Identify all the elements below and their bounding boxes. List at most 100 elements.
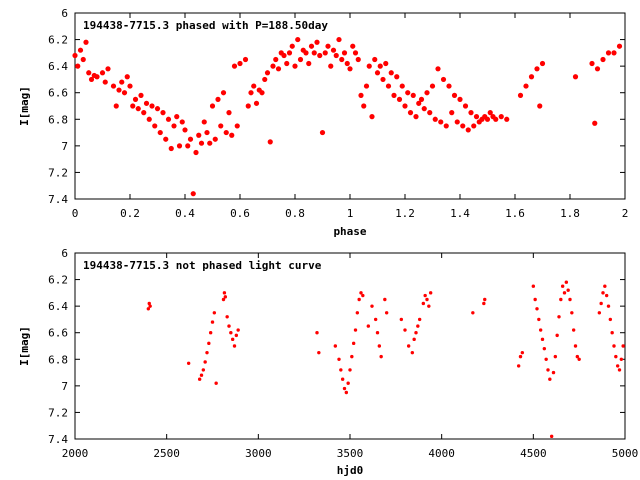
data-point-phased: [234, 123, 240, 129]
data-points-unphased: [146, 280, 625, 439]
data-point-phased: [374, 70, 381, 76]
data-point-unphased: [410, 350, 415, 355]
data-point-unphased: [553, 354, 558, 359]
data-point-phased: [209, 103, 216, 109]
x-tick-label-unphased: 4000: [428, 447, 455, 460]
data-point-unphased: [370, 304, 374, 308]
data-point-phased: [421, 106, 427, 112]
data-point-phased: [308, 43, 315, 49]
data-point-unphased: [317, 350, 321, 355]
x-tick-label-phased: 0.6: [230, 207, 250, 220]
data-point-phased: [223, 129, 229, 136]
data-point-unphased: [421, 301, 426, 306]
data-point-unphased: [379, 354, 383, 359]
data-point-phased: [273, 56, 279, 63]
data-point-phased: [207, 140, 213, 146]
data-point-phased: [99, 70, 106, 76]
data-point-unphased: [597, 311, 602, 315]
data-point-phased: [462, 103, 469, 109]
data-point-unphased: [346, 381, 350, 385]
data-point-unphased: [621, 344, 625, 348]
chart-panel-phased: 194438-7715.3 phased with P=188.50day ph…: [18, 7, 628, 238]
data-point-phased: [130, 103, 136, 109]
data-point-unphased: [340, 377, 345, 381]
data-point-unphased: [227, 324, 231, 328]
data-point-unphased: [223, 295, 228, 299]
data-point-phased: [451, 92, 458, 98]
data-point-phased: [594, 66, 601, 72]
data-point-phased: [424, 90, 430, 96]
data-point-phased: [204, 129, 210, 136]
data-point-unphased: [210, 320, 215, 324]
data-point-phased: [77, 47, 84, 53]
data-point-unphased: [339, 368, 343, 372]
data-point-phased: [218, 123, 224, 129]
x-tick-label-phased: 1.2: [395, 207, 415, 220]
data-point-phased: [185, 143, 191, 149]
data-point-phased: [405, 90, 411, 96]
data-point-phased: [190, 191, 196, 197]
data-point-unphased: [383, 297, 387, 302]
data-point-phased: [589, 60, 595, 67]
data-point-phased: [487, 110, 493, 116]
data-point-unphased: [577, 357, 581, 361]
x-tick-label-unphased: 3500: [337, 447, 364, 460]
data-point-unphased: [603, 284, 607, 288]
data-point-unphased: [186, 361, 191, 365]
data-point-phased: [611, 50, 617, 56]
data-point-phased: [237, 60, 243, 67]
data-point-phased: [289, 43, 295, 49]
data-point-unphased: [203, 360, 207, 364]
data-point-phased: [83, 39, 89, 45]
data-point-phased: [460, 123, 466, 129]
data-point-phased: [259, 90, 265, 96]
data-point-phased: [215, 96, 221, 102]
data-point-phased: [517, 92, 524, 98]
data-point-phased: [182, 127, 188, 133]
data-point-phased: [605, 50, 612, 56]
data-point-unphased: [606, 304, 611, 308]
data-point-phased: [163, 136, 169, 142]
data-point-phased: [440, 76, 447, 83]
data-point-phased: [253, 100, 260, 106]
data-point-phased: [355, 56, 361, 63]
data-point-unphased: [348, 368, 352, 372]
data-point-phased: [245, 103, 251, 109]
data-point-phased: [391, 92, 397, 98]
data-point-phased: [149, 103, 155, 109]
data-point-unphased: [148, 304, 152, 308]
data-point-phased: [377, 63, 383, 69]
data-point-unphased: [214, 381, 218, 385]
data-point-unphased: [544, 357, 548, 361]
data-point-phased: [333, 52, 339, 59]
data-point-phased: [358, 92, 364, 98]
data-point-unphased: [428, 291, 433, 295]
data-point-unphased: [570, 311, 574, 315]
data-point-phased: [80, 56, 86, 63]
data-point-unphased: [538, 328, 543, 332]
y-tick-label-unphased: 6.8: [48, 353, 68, 366]
data-point-phased: [314, 39, 320, 45]
data-point-unphased: [234, 333, 239, 338]
data-point-phased: [534, 66, 540, 72]
data-point-unphased: [557, 315, 561, 319]
data-point-phased: [124, 74, 130, 80]
data-point-unphased: [357, 297, 361, 302]
y-tick-label-phased: 7.4: [48, 193, 68, 206]
data-point-unphased: [351, 341, 356, 346]
y-axis-label-phased: I[mag]: [18, 86, 31, 126]
data-point-phased: [339, 56, 345, 63]
y-tick-label-phased: 6: [61, 7, 68, 20]
data-point-phased: [311, 50, 317, 56]
y-tick-label-phased: 6.2: [48, 34, 68, 47]
data-point-phased: [176, 143, 183, 149]
data-point-phased: [616, 43, 623, 49]
x-axis-label-phased: phase: [333, 225, 366, 238]
data-point-phased: [94, 74, 100, 80]
data-point-unphased: [549, 434, 554, 439]
x-tick-label-unphased: 4500: [520, 447, 547, 460]
data-point-phased: [306, 60, 312, 67]
x-axis-label-unphased: hjd0: [337, 464, 364, 477]
data-point-unphased: [608, 317, 613, 322]
data-point-phased: [295, 36, 301, 43]
